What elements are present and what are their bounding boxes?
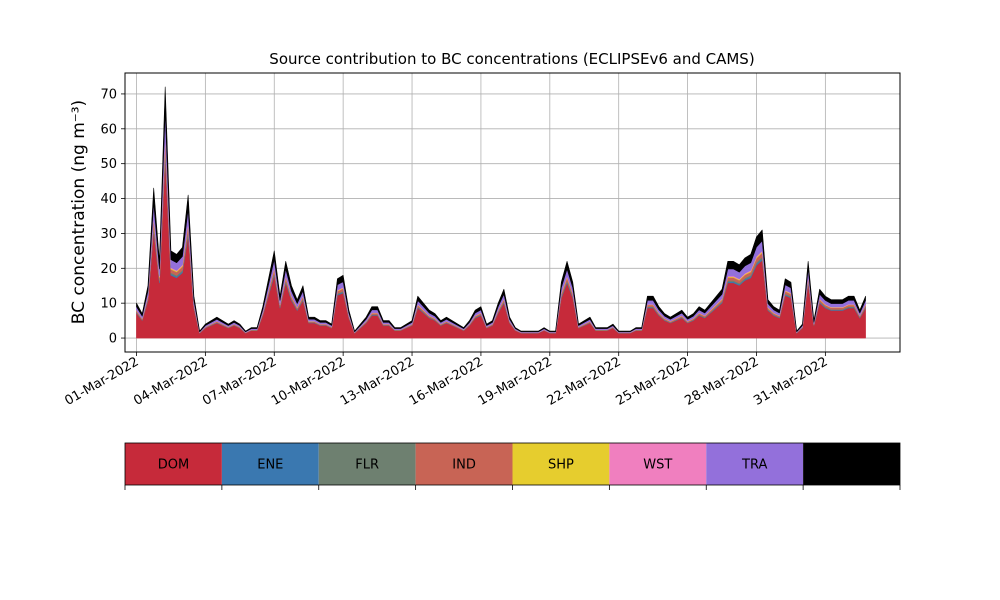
legend-item-shp: SHP	[512, 443, 610, 485]
legend-swatch	[706, 443, 804, 485]
legend-item-dom: DOM	[125, 443, 222, 485]
plot-frame	[124, 72, 901, 353]
y-tick-label: 50	[100, 157, 117, 172]
y-tick-label: 20	[100, 262, 117, 277]
legend-item-bb: BB	[803, 443, 900, 485]
y-axis-label: BC concentration (ng m⁻³)	[69, 100, 89, 324]
legend-label: IND	[452, 458, 476, 473]
legend-label: TRA	[741, 458, 767, 473]
legend-label: SHP	[548, 458, 574, 473]
legend-swatch	[803, 443, 900, 485]
legend-swatch	[125, 443, 222, 485]
legend-item-wst: WST	[609, 443, 707, 485]
y-axis-ticks: 0 10 20 30 40 50 60 70	[100, 87, 125, 347]
stacked-area-layer	[136, 86, 866, 339]
y-tick-label: 70	[100, 87, 117, 102]
area-bb	[136, 86, 866, 333]
legend: DOM ENE FLR IND SHP WST TRA BB	[124, 442, 901, 490]
legend-swatch	[221, 443, 319, 485]
legend-item-tra: TRA	[706, 443, 804, 485]
chart-title: Source contribution to BC concentrations…	[269, 50, 754, 68]
y-tick-label: 30	[100, 227, 117, 242]
legend-item-ene: ENE	[221, 443, 319, 485]
legend-swatch	[318, 443, 416, 485]
legend-label: WST	[643, 458, 672, 473]
legend-label: ENE	[257, 458, 283, 473]
legend-label: DOM	[158, 458, 189, 473]
legend-swatch	[512, 443, 610, 485]
legend-item-flr: FLR	[318, 443, 416, 485]
legend-swatch	[415, 443, 513, 485]
legend-label: FLR	[355, 458, 379, 473]
y-tick-label: 10	[100, 297, 117, 312]
y-tick-label: 60	[100, 122, 117, 137]
legend-swatch	[609, 443, 707, 485]
y-tick-label: 0	[109, 332, 117, 347]
legend-label: BB	[843, 458, 861, 473]
y-tick-label: 40	[100, 192, 117, 207]
legend-item-ind: IND	[415, 443, 513, 485]
